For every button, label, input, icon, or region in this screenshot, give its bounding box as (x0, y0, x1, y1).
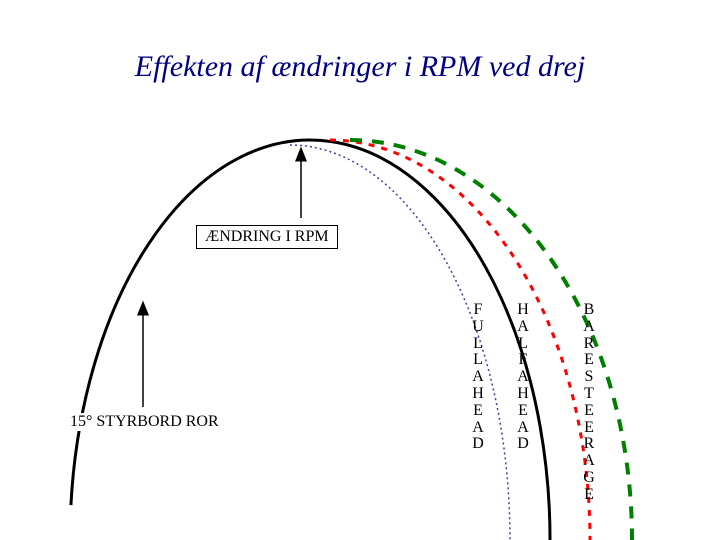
label-full-ahead: FULLAHEAD (471, 302, 485, 453)
half-ahead-arc (330, 140, 590, 540)
rudder-label: 15° STYRBORD ROR (70, 413, 219, 431)
arrows-group (143, 154, 301, 407)
turning-diagram (60, 130, 660, 510)
page-title: Effekten af ændringer i RPM ved drej (0, 50, 720, 84)
label-bare-steerage: BARESTEERAGE (582, 302, 596, 504)
rpm-change-label: ÆNDRING I RPM (196, 225, 338, 249)
arcs-group (71, 140, 632, 540)
label-half-ahead: HALFAHEAD (516, 302, 530, 453)
